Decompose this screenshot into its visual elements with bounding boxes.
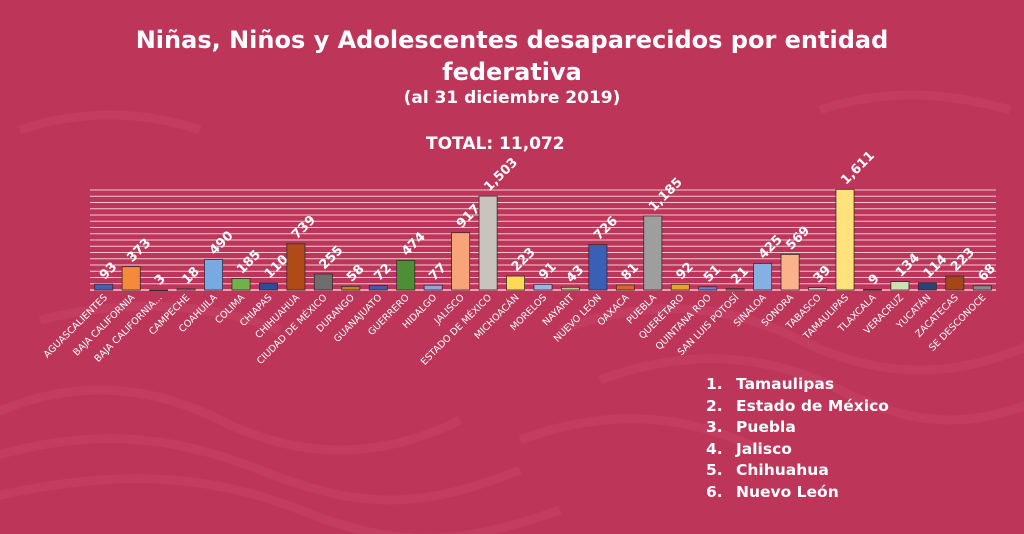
value-label: 223 [509, 245, 539, 275]
bar [917, 282, 937, 291]
bar [862, 289, 882, 291]
bar [423, 284, 443, 291]
bar [753, 263, 773, 291]
bar [780, 254, 800, 291]
value-label: 39 [811, 263, 834, 286]
value-label: 51 [701, 262, 724, 285]
ranking-item: 4. Jalisco [706, 439, 792, 458]
ranking-item: 2. Estado de México [706, 396, 889, 415]
value-label: 739 [289, 213, 319, 243]
bar [258, 282, 278, 291]
bar [890, 281, 910, 291]
value-label: 1,611 [838, 148, 878, 188]
ranking-item: 5. Chihuahua [706, 461, 829, 479]
bar [231, 278, 251, 291]
bar [286, 243, 306, 291]
bar [94, 283, 114, 291]
value-label: 134 [893, 251, 923, 281]
bar [451, 232, 471, 291]
bar [506, 275, 526, 291]
value-label: 255 [317, 243, 347, 273]
chart-title-line2: federativa [442, 58, 582, 86]
bar [945, 275, 965, 291]
value-label: 3 [152, 272, 169, 289]
x-tick-label: NUEVO LEÓN [551, 292, 604, 345]
ranking-list: 1. Tamaulipas 2. Estado de México 3. Puebla… [706, 374, 889, 503]
bar [149, 289, 169, 292]
value-label: 9 [866, 271, 883, 288]
bar [533, 283, 553, 291]
value-label: 490 [207, 228, 237, 258]
ranking-item: 1. Tamaulipas [706, 375, 835, 393]
bar [643, 215, 663, 291]
bar [560, 286, 580, 291]
ranking-item: 3. Puebla [706, 418, 796, 436]
chart-title: Niñas, Niños y Adolescentes desaparecido… [135, 26, 889, 54]
bar [698, 286, 718, 291]
ranking-item: 6. Nuevo León [706, 482, 839, 501]
bar [341, 285, 361, 291]
bar [588, 244, 608, 291]
bars [94, 188, 992, 292]
bar [835, 188, 855, 291]
value-label: 91 [536, 260, 559, 283]
bar [808, 287, 828, 291]
value-label: 223 [948, 245, 978, 275]
bar [972, 285, 992, 291]
value-label: 81 [619, 260, 642, 283]
bar [725, 288, 745, 291]
value-label: 1,503 [481, 155, 521, 195]
value-label: 77 [426, 261, 449, 284]
bar [478, 195, 498, 291]
value-label: 92 [673, 260, 696, 283]
chart-subtitle: (al 31 diciembre 2019) [403, 88, 621, 108]
bar [204, 258, 224, 291]
bar [121, 266, 141, 291]
value-label: 185 [234, 247, 264, 277]
bar [615, 284, 635, 291]
bar [176, 288, 196, 291]
bar [313, 273, 333, 291]
value-label: 72 [371, 261, 394, 284]
bar [670, 283, 690, 291]
bar [396, 259, 416, 291]
value-label: 43 [564, 263, 587, 286]
value-label: 726 [591, 214, 621, 244]
value-label: 93 [97, 260, 120, 283]
total-label: TOTAL: 11,072 [426, 134, 565, 154]
bar [368, 285, 388, 291]
